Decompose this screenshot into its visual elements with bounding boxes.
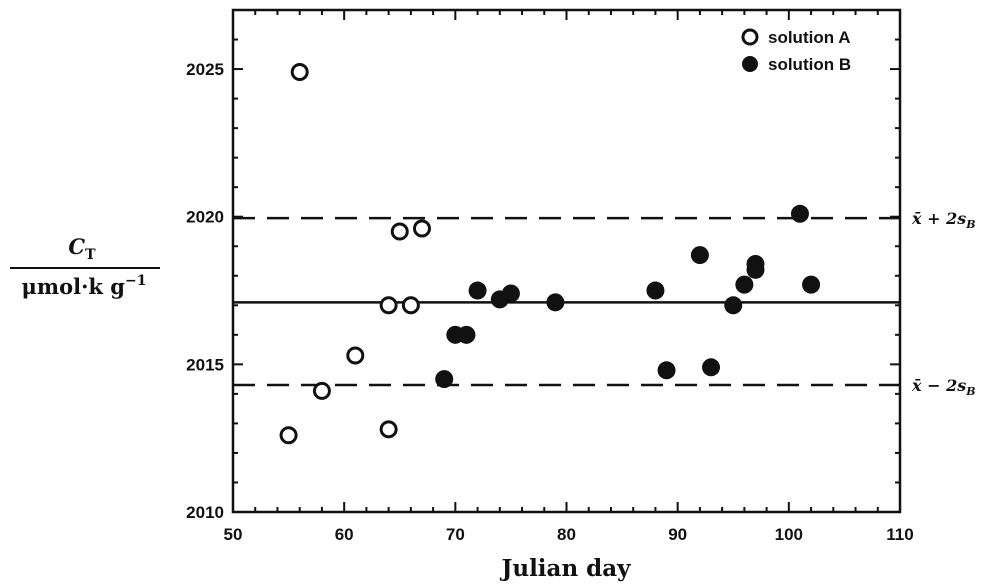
point-solution-a — [379, 296, 398, 315]
point-solution-b — [690, 246, 709, 265]
legend-marker-solution-a — [741, 28, 759, 46]
y-axis-label: CT μmol·k g−1 — [10, 234, 160, 299]
point-solution-b — [802, 275, 821, 294]
svg-text:μmol·k g−1: μmol·k g−1 — [22, 273, 147, 299]
y-label-unit-superscript: −1 — [125, 273, 146, 289]
point-solution-b — [746, 254, 765, 273]
point-solution-a — [401, 296, 420, 315]
legend-marker-solution-b — [742, 56, 758, 72]
point-solution-a — [290, 63, 309, 82]
reference-line-labels: x̄ + 2sB x̄ − 2sB — [911, 209, 976, 398]
y-tick-label: 2020 — [186, 208, 224, 227]
point-solution-b — [546, 293, 565, 312]
x-tick-label: 100 — [775, 525, 803, 544]
point-solution-a — [346, 346, 365, 365]
point-solution-a — [379, 420, 398, 439]
x-tick-label: 70 — [446, 525, 465, 544]
point-solution-a — [279, 426, 298, 445]
plot-frame — [231, 8, 902, 514]
y-label-subscript: T — [85, 247, 96, 263]
point-solution-b — [646, 281, 665, 300]
point-solution-b — [657, 361, 676, 380]
y-tick-label: 2010 — [186, 503, 224, 522]
axis-ticks — [232, 9, 901, 513]
y-tick-label: 2015 — [186, 355, 224, 374]
point-solution-b — [724, 296, 743, 315]
point-solution-b — [501, 284, 520, 303]
point-solution-b — [790, 204, 809, 223]
data-points — [279, 63, 821, 445]
point-solution-b — [735, 275, 754, 294]
point-solution-a — [312, 381, 331, 400]
reference-lines — [233, 216, 900, 387]
reference-line-label: x̄ − 2sB — [911, 376, 976, 398]
x-tick-label: 60 — [335, 525, 354, 544]
point-solution-b — [457, 325, 476, 344]
point-solution-b — [468, 281, 487, 300]
x-tick-label: 110 — [886, 525, 913, 544]
legend-label-solution-a: solution A — [768, 28, 850, 47]
legend: solution A solution B — [741, 28, 851, 74]
y-tick-label: 2025 — [186, 60, 224, 79]
point-solution-a — [412, 219, 431, 238]
tick-labels: 50 60 70 80 90 100 110 2010 2015 2020 2025 — [186, 60, 914, 544]
y-label-symbol: C — [68, 234, 85, 259]
x-tick-label: 80 — [557, 525, 576, 544]
x-tick-label: 50 — [224, 525, 243, 544]
y-label-unit: μmol·k g — [22, 274, 126, 299]
point-solution-a — [390, 222, 409, 241]
point-solution-b — [702, 358, 721, 377]
x-tick-label: 90 — [668, 525, 687, 544]
legend-label-solution-b: solution B — [768, 55, 851, 74]
svg-text:CT: CT — [68, 234, 96, 263]
x-axis-label: Julian day — [499, 555, 631, 582]
reference-line-label: x̄ + 2sB — [911, 209, 976, 231]
point-solution-b — [435, 370, 454, 389]
